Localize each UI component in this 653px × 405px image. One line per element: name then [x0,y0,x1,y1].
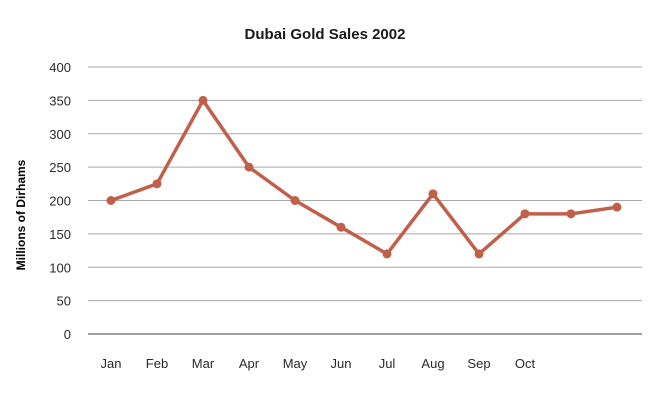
data-point-dec [612,202,622,212]
data-point-nov [566,209,576,219]
y-tick-label: 100 [49,260,71,275]
data-point-aug [428,189,438,199]
data-points [106,95,622,259]
x-tick-label: Sep [467,356,490,371]
x-tick-label: Apr [239,356,260,371]
x-tick-label: Aug [421,356,444,371]
y-tick-label: 50 [57,294,71,309]
x-tick-label: Jun [331,356,352,371]
data-point-oct [520,209,530,219]
data-point-jun [336,222,346,232]
y-tick-label: 0 [64,327,71,342]
series-line [109,98,619,256]
x-tick-label: May [283,356,308,371]
y-axis-label: Millions of Dirhams [14,159,28,270]
data-point-jan [106,196,116,205]
gridlines [88,66,642,335]
y-tick-labels: 0 50 100 150 200 250 300 350 400 [49,60,71,342]
data-point-feb [152,179,162,189]
x-tick-label: Jan [101,356,122,371]
y-tick-label: 300 [49,127,71,142]
y-tick-label: 400 [49,60,71,75]
y-tick-label: 350 [49,93,71,108]
data-point-may [290,196,300,205]
x-tick-label: Mar [192,356,215,371]
data-point-sep [474,249,484,259]
y-tick-label: 150 [49,227,71,242]
x-tick-label: Feb [146,356,168,371]
chart-title: Dubai Gold Sales 2002 [245,26,406,43]
data-point-apr [244,162,254,172]
data-point-jul [382,249,392,259]
x-tick-label: Oct [515,356,536,371]
y-tick-label: 250 [49,160,71,175]
x-tick-labels: Jan Feb Mar Apr May Jun Jul Aug Sep Oct [101,356,536,371]
data-point-mar [198,95,208,105]
y-tick-label: 200 [49,194,71,209]
x-tick-label: Jul [379,356,396,371]
series-layer [109,98,619,256]
